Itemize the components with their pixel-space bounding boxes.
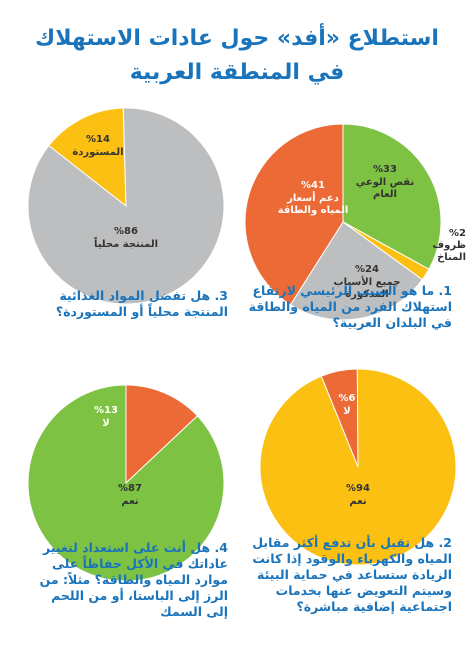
pie-chart-q2: %6 لا %94 نعم [259, 368, 457, 566]
slice-value-label: %24 [355, 264, 379, 275]
slice-category-label: العام [373, 189, 397, 200]
slice-value-label: %13 [94, 405, 118, 416]
q1-outside-text: ظروف المناخ [432, 240, 466, 263]
pie-slice [289, 221, 423, 321]
slice-value-label: %6 [339, 393, 356, 404]
slice-category-label: المذكورة [345, 289, 388, 300]
slice-value-label: %33 [373, 164, 397, 175]
question-2: 2. هل تقبل بأن تدفع أكثر مقابل المياه وا… [252, 535, 452, 614]
slice-value-label: %14 [86, 134, 110, 145]
pie-slice [244, 123, 344, 306]
pie-slice [27, 107, 225, 305]
pie-slice [27, 384, 225, 582]
slice-category-label: المنتجة محلياً [94, 236, 158, 250]
page-title: استطلاع «أفد» حول عادات الاستهلاك [35, 26, 439, 51]
slice-value-label: %87 [118, 483, 142, 494]
slice-category-label: نقص الوعي [356, 177, 414, 188]
slice-category-label: نعم [121, 496, 138, 507]
slice-category-label: دعم أسعار [286, 191, 339, 204]
pie-slice [48, 107, 127, 208]
question-4: 4. هل أنت على استعداد لتغيير عاداتك في ا… [39, 540, 228, 619]
slice-value-label: %86 [114, 226, 138, 237]
page-subtitle: في المنطقة العربية [129, 60, 345, 85]
q1-outside-slice-label: %2 ظروف المناخ [410, 228, 466, 264]
slice-value-label: %41 [301, 180, 325, 191]
pie-slice [125, 384, 199, 485]
slice-category-label: نعم [349, 496, 366, 507]
pie-chart-q4: %13 لا %87 نعم [27, 384, 225, 582]
slice-category-label: المستوردة [72, 147, 123, 158]
slice-category-label: لا [102, 418, 109, 429]
slice-category-label: المياه والطاقة [278, 205, 349, 216]
question-1: 1. ما هو السبب الرئيسي لارتفاع استهلاك ا… [248, 283, 452, 330]
slice-value-label: %94 [346, 483, 370, 494]
slice-category-label: جميع الأسباب [334, 275, 401, 288]
slice-category-label: لا [343, 406, 350, 417]
question-3: 3. هل تفضل المواد الغذائية المنتجة محليا… [55, 288, 228, 319]
pie-slice [259, 368, 457, 566]
pie-slice [342, 123, 442, 270]
q1-outside-value: %2 [449, 228, 466, 239]
